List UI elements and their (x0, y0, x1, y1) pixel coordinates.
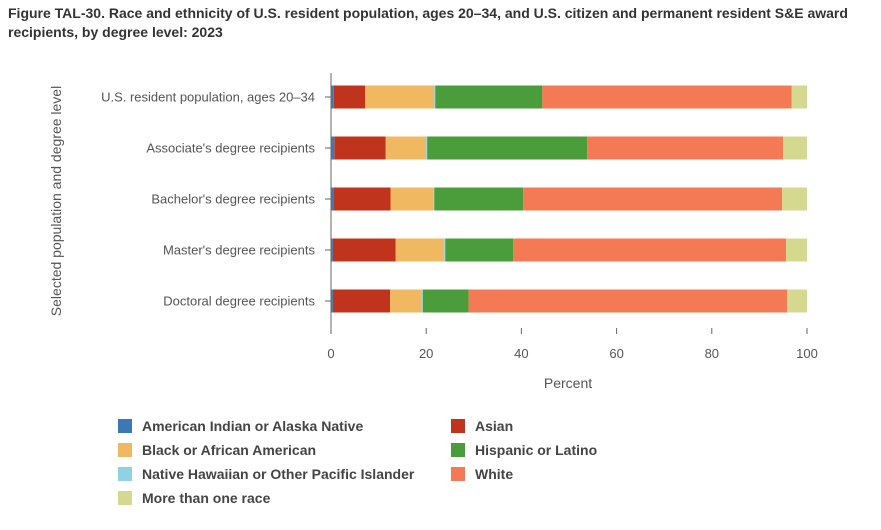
legend-label: Hispanic or Latino (475, 442, 598, 458)
bar-segment[interactable] (331, 238, 333, 262)
category-label: Bachelor's degree recipients (151, 192, 315, 207)
bar-segment[interactable] (331, 187, 334, 211)
bar-segment[interactable] (444, 238, 446, 262)
bar-segment[interactable] (334, 136, 386, 160)
bar-segment[interactable] (365, 85, 435, 109)
bar-segment[interactable] (542, 85, 792, 109)
bar-segment[interactable] (421, 289, 423, 313)
bar-segment[interactable] (791, 85, 807, 109)
bar-segment[interactable] (523, 187, 783, 211)
legend-item[interactable]: Hispanic or Latino (451, 440, 597, 460)
bar-segment[interactable] (426, 136, 428, 160)
legend-item[interactable]: Black or African American (118, 440, 316, 460)
category-label: Doctoral degree recipients (163, 294, 315, 309)
legend-label: White (475, 466, 514, 482)
bar-segment[interactable] (434, 85, 436, 109)
bar-segment[interactable] (513, 238, 787, 262)
bar-segment[interactable] (331, 289, 333, 313)
legend-item[interactable]: American Indian or Alaska Native (118, 416, 363, 436)
legend-swatch (451, 467, 465, 481)
legend-swatch (118, 419, 132, 433)
bar-segment[interactable] (587, 136, 784, 160)
x-tick-label: 100 (796, 346, 818, 361)
legend-swatch (451, 419, 465, 433)
legend-item[interactable]: White (451, 464, 513, 484)
bar-segment[interactable] (332, 238, 396, 262)
category-label: U.S. resident population, ages 20–34 (101, 90, 315, 105)
bar-segment[interactable] (445, 238, 514, 262)
bar-segment[interactable] (427, 136, 588, 160)
legend-item[interactable]: Asian (451, 416, 513, 436)
legend-swatch (118, 467, 132, 481)
legend-label: American Indian or Alaska Native (142, 418, 364, 434)
x-tick-label: 80 (705, 346, 719, 361)
bar-segment[interactable] (331, 136, 335, 160)
bar-segment[interactable] (395, 238, 445, 262)
x-tick-label: 20 (419, 346, 433, 361)
bar-segment[interactable] (390, 289, 422, 313)
bar-segment[interactable] (332, 289, 391, 313)
x-tick-label: 60 (609, 346, 623, 361)
legend-item[interactable]: More than one race (118, 488, 270, 508)
bar-segment[interactable] (333, 187, 391, 211)
chart-title: Figure TAL-30. Race and ethnicity of U.S… (8, 5, 848, 40)
bar-segment[interactable] (331, 85, 334, 109)
bar-segment[interactable] (385, 136, 427, 160)
bar-segment[interactable] (782, 187, 807, 211)
legend-swatch (118, 491, 132, 505)
bar-segment[interactable] (787, 289, 807, 313)
bar-segment[interactable] (786, 238, 807, 262)
legend-label: Asian (475, 418, 514, 434)
x-tick-label: 0 (327, 346, 334, 361)
legend-swatch (118, 443, 132, 457)
bar-segment[interactable] (333, 85, 366, 109)
bar-segment[interactable] (468, 289, 788, 313)
category-label: Master's degree recipients (163, 243, 316, 258)
legend-label: More than one race (142, 490, 271, 506)
bar-segment[interactable] (390, 187, 434, 211)
legend-label: Native Hawaiian or Other Pacific Islande… (142, 466, 415, 482)
x-axis-label: Percent (544, 375, 592, 391)
bar-segment[interactable] (783, 136, 807, 160)
bar-segment[interactable] (433, 187, 435, 211)
category-label: Associate's degree recipients (146, 141, 315, 156)
x-tick-label: 40 (514, 346, 528, 361)
y-axis-label: Selected population and degree level (48, 86, 64, 316)
legend-item[interactable]: Native Hawaiian or Other Pacific Islande… (118, 464, 414, 484)
bar-segment[interactable] (434, 187, 524, 211)
legend-label: Black or African American (142, 442, 317, 458)
bar-segment[interactable] (422, 289, 469, 313)
bar-segment[interactable] (435, 85, 543, 109)
legend-swatch (451, 443, 465, 457)
